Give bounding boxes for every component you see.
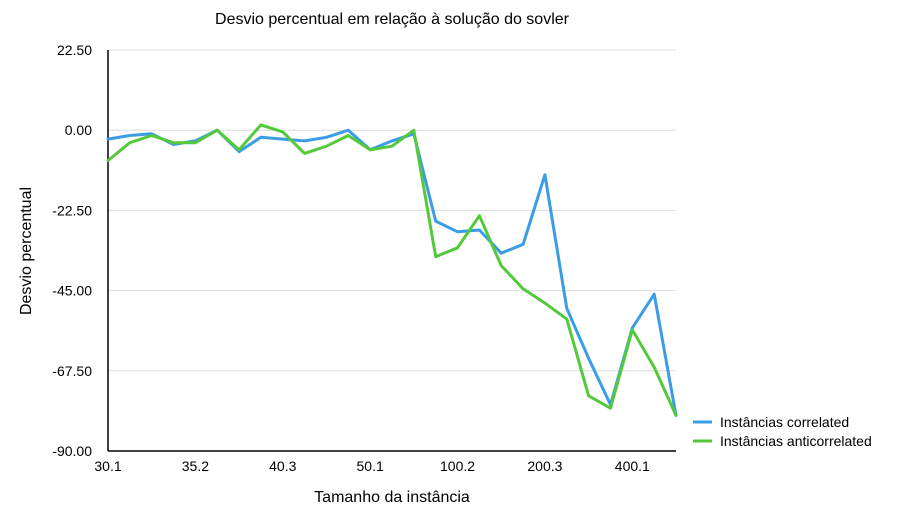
y-axis-label: Desvio percentual xyxy=(18,187,35,315)
legend: Instâncias correlated Instâncias anticor… xyxy=(693,414,872,449)
y-tick-label: -67.50 xyxy=(52,363,92,379)
x-tick-label: 100.2 xyxy=(440,458,475,474)
series-line-anticorrelated xyxy=(106,123,678,417)
y-tick-label: 22.50 xyxy=(57,42,92,58)
x-tick-label: 35.2 xyxy=(182,458,209,474)
legend-label-correlated: Instâncias correlated xyxy=(720,414,849,430)
y-tick-label: -90.00 xyxy=(52,443,92,459)
x-tick-label: 30.1 xyxy=(94,458,121,474)
chart-title: Desvio percentual em relação à solução d… xyxy=(215,11,570,28)
x-tick-label: 400.1 xyxy=(615,458,650,474)
x-tick-label: 50.1 xyxy=(357,458,384,474)
x-tick-label: 40.3 xyxy=(269,458,296,474)
y-tick-label: -22.50 xyxy=(52,202,92,218)
legend-label-anticorrelated: Instâncias anticorrelated xyxy=(720,433,872,449)
y-tick-label: -45.00 xyxy=(52,283,92,299)
y-tick-label: 0.00 xyxy=(65,122,92,138)
series-lines xyxy=(106,123,678,417)
y-tick-labels: 22.50 0.00 -22.50 -45.00 -67.50 -90.00 xyxy=(52,42,92,459)
grid-lines xyxy=(108,49,676,372)
series-line-correlated xyxy=(106,128,678,417)
x-axis-label: Tamanho da instância xyxy=(314,489,470,506)
x-tick-labels: 30.1 35.2 40.3 50.1 100.2 200.3 400.1 xyxy=(94,458,650,474)
x-tick-label: 200.3 xyxy=(527,458,562,474)
